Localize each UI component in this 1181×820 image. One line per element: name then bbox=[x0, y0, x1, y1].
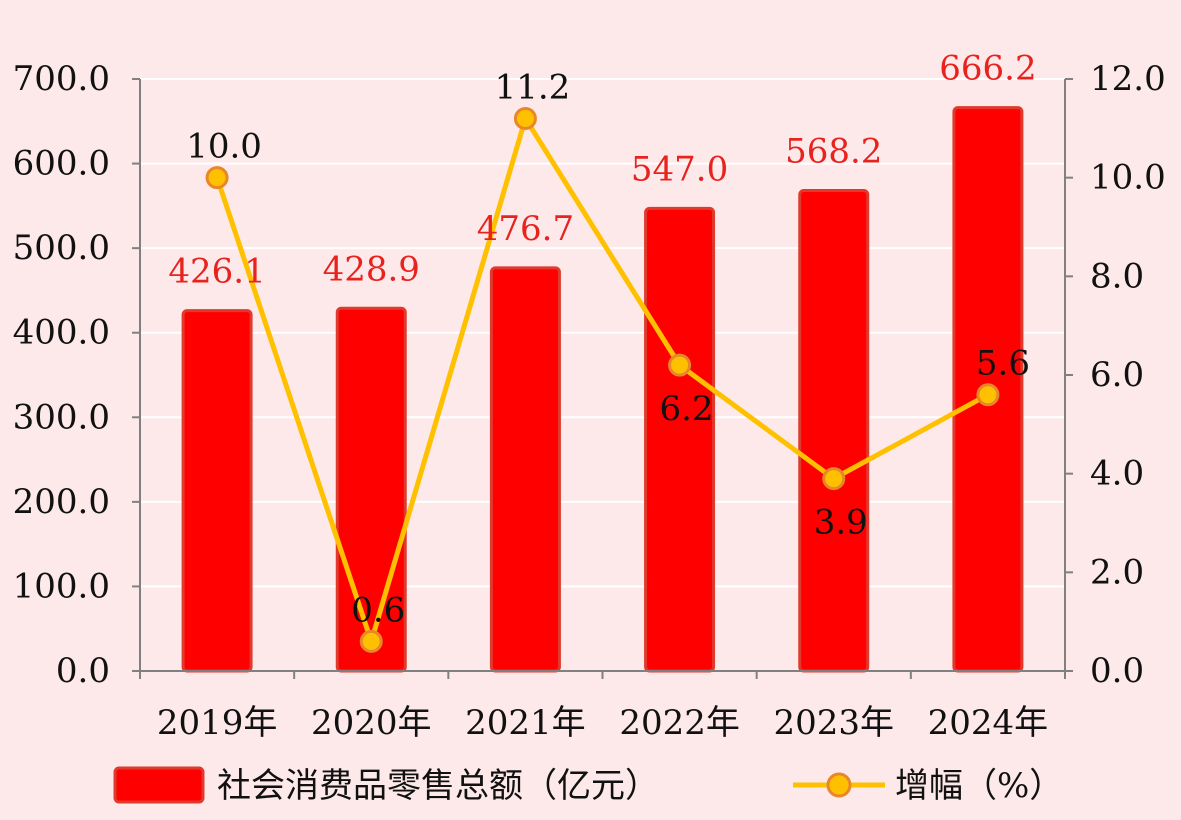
category-label: 2020年 bbox=[311, 703, 432, 743]
growth-marker bbox=[513, 106, 537, 130]
left-tick-label: 600.0 bbox=[13, 144, 110, 184]
legend-bar-swatch bbox=[113, 766, 205, 804]
right-tick-label: 6.0 bbox=[1090, 355, 1144, 395]
growth-marker bbox=[976, 383, 1000, 407]
right-tick-label: 12.0 bbox=[1090, 59, 1166, 99]
bar-series bbox=[181, 106, 1024, 673]
category-label: 2022年 bbox=[619, 703, 740, 743]
left-tick-label: 500.0 bbox=[13, 228, 110, 268]
left-tick-label: 700.0 bbox=[13, 59, 110, 99]
right-tick-label: 10.0 bbox=[1090, 158, 1166, 198]
right-tick-label: 4.0 bbox=[1090, 454, 1144, 494]
right-tick-label: 8.0 bbox=[1090, 256, 1144, 296]
bar-data-label: 568.2 bbox=[785, 131, 882, 171]
bar bbox=[798, 188, 870, 673]
bar-data-label: 428.9 bbox=[323, 249, 420, 289]
growth-data-label: 5.6 bbox=[976, 344, 1030, 384]
growth-data-label: 0.6 bbox=[351, 590, 405, 630]
legend-line-label: 增幅（%） bbox=[895, 766, 1063, 806]
left-tick-label: 200.0 bbox=[13, 482, 110, 522]
labels: 426.1 428.9 476.7 547.0 568.2 666.2 10.0 0.6 11.… bbox=[168, 49, 1036, 631]
growth-data-label: 3.9 bbox=[814, 503, 868, 543]
legend: 社会消费品零售总额（亿元） 增幅（%） bbox=[113, 766, 1063, 806]
bar bbox=[644, 206, 716, 673]
bar bbox=[181, 309, 253, 673]
growth-marker bbox=[668, 353, 692, 377]
growth-marker bbox=[359, 629, 383, 653]
bar-data-label: 666.2 bbox=[939, 49, 1036, 89]
growth-marker bbox=[822, 467, 846, 491]
right-tick-label: 2.0 bbox=[1090, 552, 1144, 592]
line-series bbox=[205, 106, 1000, 653]
growth-marker bbox=[205, 166, 229, 190]
bar-data-label: 547.0 bbox=[631, 149, 728, 189]
growth-data-label: 11.2 bbox=[495, 67, 571, 107]
category-label: 2021年 bbox=[465, 703, 586, 743]
right-tick-label: 0.0 bbox=[1090, 651, 1144, 691]
growth-line bbox=[214, 115, 990, 644]
bar-data-label: 426.1 bbox=[168, 252, 265, 292]
left-tick-label: 100.0 bbox=[13, 566, 110, 606]
axes: 0.0 100.0 200.0 300.0 400.0 500.0 600.0 700.0 0.… bbox=[13, 59, 1166, 743]
category-label: 2024年 bbox=[928, 703, 1049, 743]
left-tick-label: 300.0 bbox=[13, 397, 110, 437]
legend-bar-label: 社会消费品零售总额（亿元） bbox=[217, 766, 659, 806]
category-label: 2023年 bbox=[773, 703, 894, 743]
growth-data-label: 10.0 bbox=[186, 127, 262, 167]
growth-data-label: 6.2 bbox=[660, 389, 714, 429]
legend-line-marker bbox=[826, 772, 852, 798]
bar-data-label: 476.7 bbox=[477, 209, 574, 249]
left-tick-label: 0.0 bbox=[56, 651, 110, 691]
left-tick-label: 400.0 bbox=[13, 313, 110, 353]
grid bbox=[140, 78, 1065, 588]
category-label: 2019年 bbox=[157, 703, 278, 743]
bar bbox=[489, 266, 561, 673]
